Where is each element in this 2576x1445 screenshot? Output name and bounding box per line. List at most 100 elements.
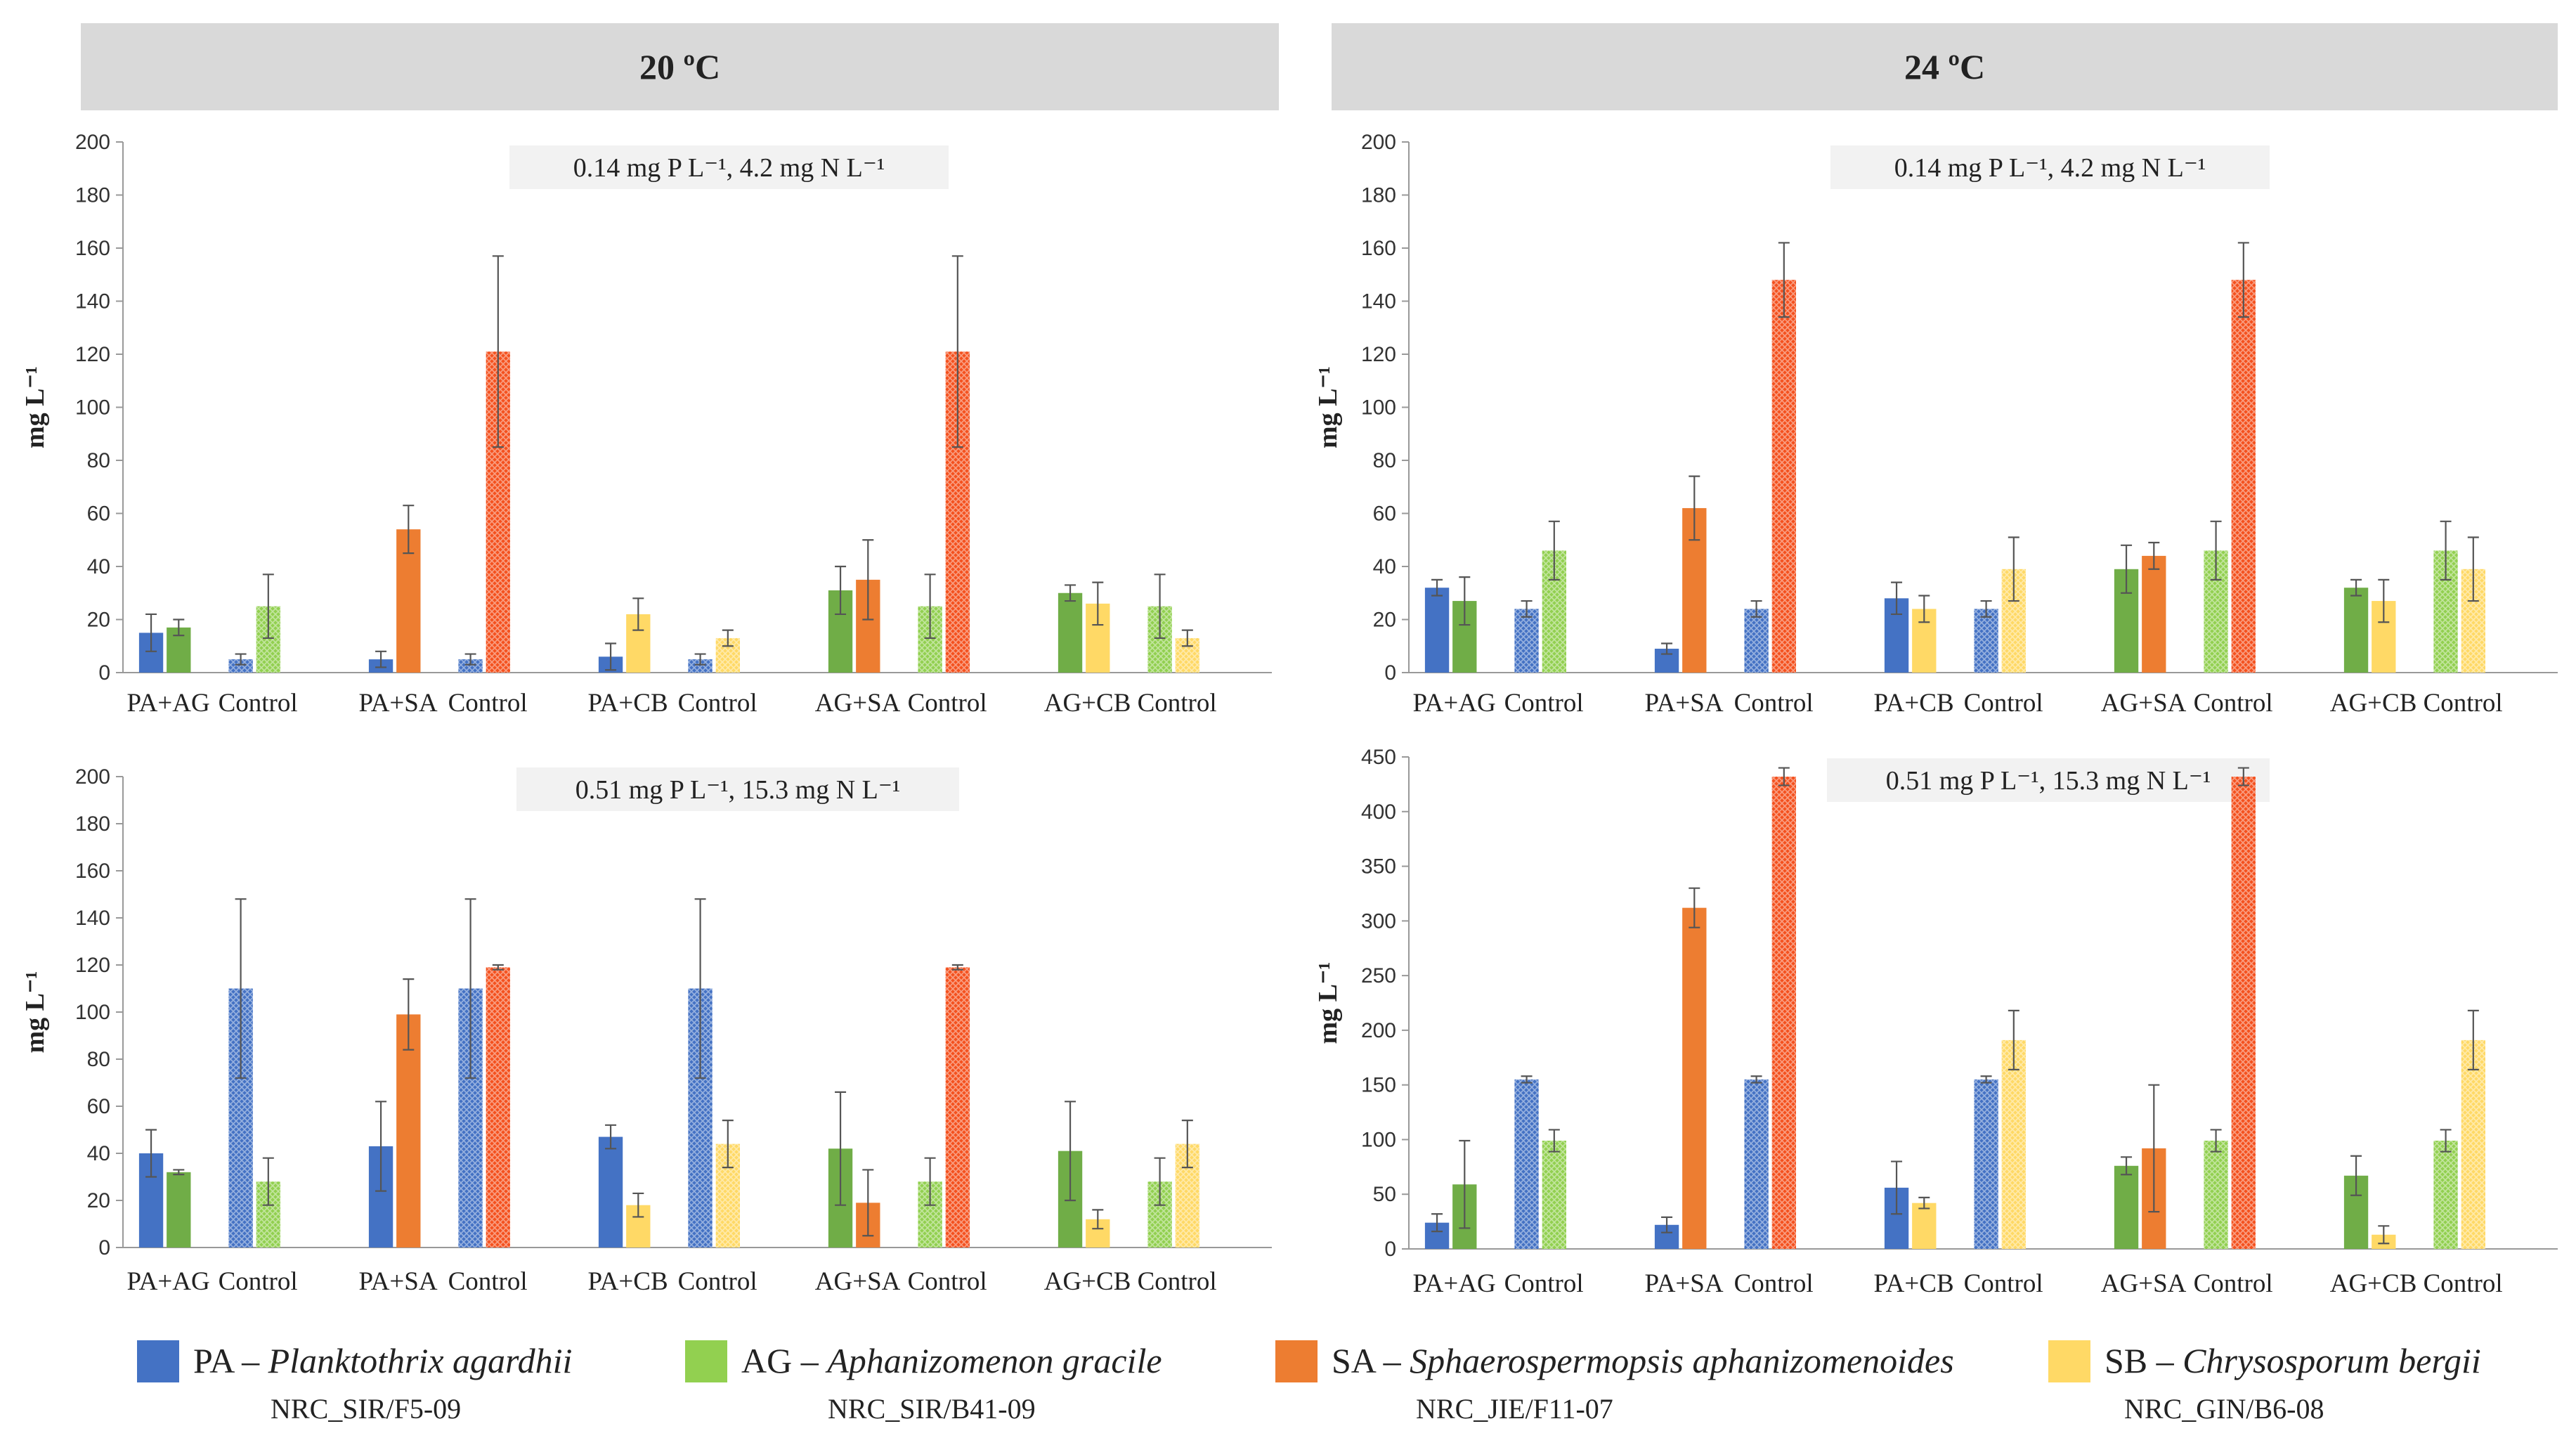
x-tick-label: Control [448,1267,528,1296]
y-tick-label: 40 [87,555,110,578]
y-tick-label: 20 [87,1189,110,1212]
y-tick-label: 100 [1361,396,1396,420]
x-tick-label: PA+AG [1412,1269,1495,1298]
chart-top-right: 0 20 40 60 80 100 120 140 160 180 200 mg L⁻¹ 0.14 mg… [1293,119,2576,731]
x-tick-label: Control [2424,689,2503,718]
x-tick-label: Control [1964,1269,2043,1298]
y-axis-label: mg L⁻¹ [1313,962,1343,1044]
y-tick-label: 160 [1361,237,1396,260]
y-tick-label: 140 [1361,290,1396,313]
y-tick-label: 200 [75,131,110,154]
y-axis-label: mg L⁻¹ [20,366,50,448]
legend-label-sb: SB – Chrysosporum bergii [2105,1341,2481,1380]
x-tick-label: Control [678,689,757,718]
x-tick-label: Control [678,1267,757,1296]
x-tick-label: Control [1504,1269,1584,1298]
bar-pa-control [688,659,713,673]
legend-label-sa: SA – Sphaerospermopsis aphanizomenoides [1332,1341,1954,1380]
bar-sb-control [2001,1039,2026,1249]
y-tick-label: 80 [87,449,110,472]
y-tick-label: 40 [1373,555,1396,578]
legend-swatch-sa [1275,1340,1318,1382]
y-axis-label: mg L⁻¹ [20,971,50,1054]
bar-pa [598,1136,623,1248]
x-tick-label: AG+CB [1044,689,1131,718]
bar-sa-control [1771,777,1796,1249]
y-tick-label: 20 [1373,609,1396,632]
y-tick-label: 120 [75,343,110,366]
y-tick-label: 400 [1361,801,1396,824]
bar-pa-control [1744,1079,1769,1249]
y-tick-label: 80 [1373,449,1396,472]
bar-pa-control [1514,1079,1539,1249]
chart-bottom-left: 0 20 40 60 80 100 120 140 160 180 200 mg L⁻¹ 0.51 mg… [0,756,1293,1318]
y-tick-label: 150 [1361,1074,1396,1097]
x-tick-label: Control [1138,689,1217,718]
temperature-header-24: 24 ºC [1332,23,2558,110]
x-tick-label: PA+SA [1645,689,1724,718]
y-tick-label: 180 [1361,184,1396,207]
x-tick-label: PA+SA [359,1267,438,1296]
x-tick-label: Control [2194,1269,2273,1298]
x-tick-label: Control [2424,1269,2503,1298]
bar-pa-control [458,659,483,673]
y-tick-label: 300 [1361,909,1396,933]
x-tick-label: AG+SA [815,1267,901,1296]
chart-subtitle: 0.14 mg P L⁻¹, 4.2 mg N L⁻¹ [1894,153,2206,183]
bar-sa-control [2231,777,2256,1249]
x-tick-label: Control [1138,1267,1217,1296]
subtitle-box [509,145,949,189]
bar-sb [1912,1203,1937,1249]
y-tick-label: 200 [1361,1019,1396,1042]
subtitle-box [1827,758,2270,802]
y-axis-label: mg L⁻¹ [1313,366,1343,448]
x-tick-label: PA+CB [588,1267,668,1296]
y-tick-label: 100 [75,1001,110,1024]
x-tick-label: PA+CB [1874,689,1954,718]
legend-label-ag: AG – Aphanizomenon gracile [741,1341,1162,1380]
y-tick-label: 250 [1361,964,1396,987]
bar-ag [1058,592,1083,673]
x-tick-label: Control [448,689,528,718]
subtitle-box [516,767,959,811]
x-tick-label: Control [908,1267,987,1296]
x-tick-label: Control [908,689,987,718]
y-tick-label: 20 [87,609,110,632]
bar-ag-control [2433,1141,2458,1249]
chart-subtitle: 0.51 mg P L⁻¹, 15.3 mg N L⁻¹ [1886,766,2211,796]
y-tick-label: 180 [75,184,110,207]
bar-sb-control [2461,1039,2485,1249]
chart-subtitle: 0.51 mg P L⁻¹, 15.3 mg N L⁻¹ [575,775,901,805]
temperature-header-20: 20 ºC [81,23,1279,110]
y-tick-label: 160 [75,860,110,883]
x-tick-label: PA+CB [1874,1269,1954,1298]
y-tick-label: 120 [1361,343,1396,366]
y-tick-label: 140 [75,290,110,313]
x-tick-label: Control [1734,689,1814,718]
bar-sa-control [1771,280,1796,673]
y-tick-label: 350 [1361,855,1396,879]
bar-pa-control [228,659,253,673]
y-tick-label: 60 [1373,503,1396,526]
y-tick-label: 180 [75,812,110,836]
chart-subtitle: 0.14 mg P L⁻¹, 4.2 mg N L⁻¹ [573,153,885,183]
y-tick-label: 50 [1373,1183,1396,1206]
x-tick-label: Control [219,1267,298,1296]
y-tick-label: 0 [98,661,110,685]
bar-sa [1682,907,1707,1249]
bar-pa-control [1974,1079,1998,1249]
y-tick-label: 100 [1361,1128,1396,1151]
legend-swatch-pa [137,1340,179,1382]
bar-ag [2114,1165,2139,1249]
bar-sa [396,1014,421,1248]
legend-swatch-ag [685,1340,727,1382]
x-tick-label: PA+AG [1412,689,1495,718]
bar-sa-control [2231,280,2256,673]
legend-swatch-sb [2048,1340,2090,1382]
x-tick-label: Control [2194,689,2273,718]
x-tick-label: AG+CB [1044,1267,1131,1296]
y-tick-label: 450 [1361,746,1396,769]
subtitle-box [1830,145,2270,189]
y-tick-label: 200 [1361,131,1396,154]
y-tick-label: 0 [1384,661,1396,685]
